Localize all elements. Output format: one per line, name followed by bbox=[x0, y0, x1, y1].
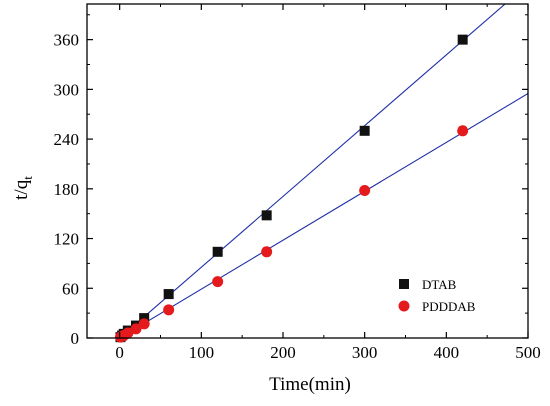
fit-line-dtab bbox=[119, 4, 506, 338]
point-pdddab bbox=[138, 318, 150, 330]
point-dtab bbox=[359, 125, 370, 136]
legend-marker-dtab bbox=[399, 279, 409, 289]
y-axis-title: t/qt bbox=[11, 176, 35, 200]
x-axis-title: Time(min) bbox=[269, 374, 351, 395]
axes: 0 100 200 300 400 500 0 60 120 180 240 300 360 bbox=[54, 3, 541, 362]
point-dtab bbox=[212, 246, 223, 257]
point-dtab bbox=[139, 313, 150, 324]
x-tick-label-500: 500 bbox=[515, 343, 541, 362]
fit-lines bbox=[119, 4, 528, 338]
point-dtab bbox=[163, 289, 174, 300]
y-axis-title-main: t/q bbox=[11, 179, 32, 200]
point-dtab bbox=[457, 34, 468, 45]
y-tick-label-0: 0 bbox=[71, 329, 80, 348]
x-tick-label-300: 300 bbox=[352, 343, 378, 362]
data-points bbox=[114, 34, 469, 343]
point-dtab bbox=[261, 210, 272, 221]
legend: DTAB PDDDAB bbox=[398, 277, 476, 314]
y-tick-label-120: 120 bbox=[54, 230, 80, 249]
y-tick-label-360: 360 bbox=[54, 31, 80, 50]
legend-marker-pdddab bbox=[398, 300, 410, 312]
x-tick-label-200: 200 bbox=[270, 343, 296, 362]
point-pdddab bbox=[122, 327, 134, 339]
y-tick-label-240: 240 bbox=[54, 130, 80, 149]
point-pdddab bbox=[212, 276, 224, 288]
legend-label-dtab: DTAB bbox=[422, 277, 457, 292]
x-tick-label-0: 0 bbox=[115, 343, 124, 362]
y-tick-label-60: 60 bbox=[62, 279, 79, 298]
y-tick-label-300: 300 bbox=[54, 80, 80, 99]
point-pdddab bbox=[261, 246, 273, 258]
x-tick-label-100: 100 bbox=[189, 343, 215, 362]
legend-label-pdddab: PDDDAB bbox=[422, 299, 476, 314]
point-pdddab bbox=[130, 323, 142, 335]
point-pdddab bbox=[163, 304, 175, 316]
point-pdddab bbox=[359, 184, 371, 196]
y-tick-label-180: 180 bbox=[54, 180, 80, 199]
y-axis-title-subscript: t bbox=[20, 176, 35, 180]
point-pdddab bbox=[457, 125, 469, 137]
plot-frame bbox=[86, 3, 529, 339]
x-tick-label-400: 400 bbox=[434, 343, 460, 362]
